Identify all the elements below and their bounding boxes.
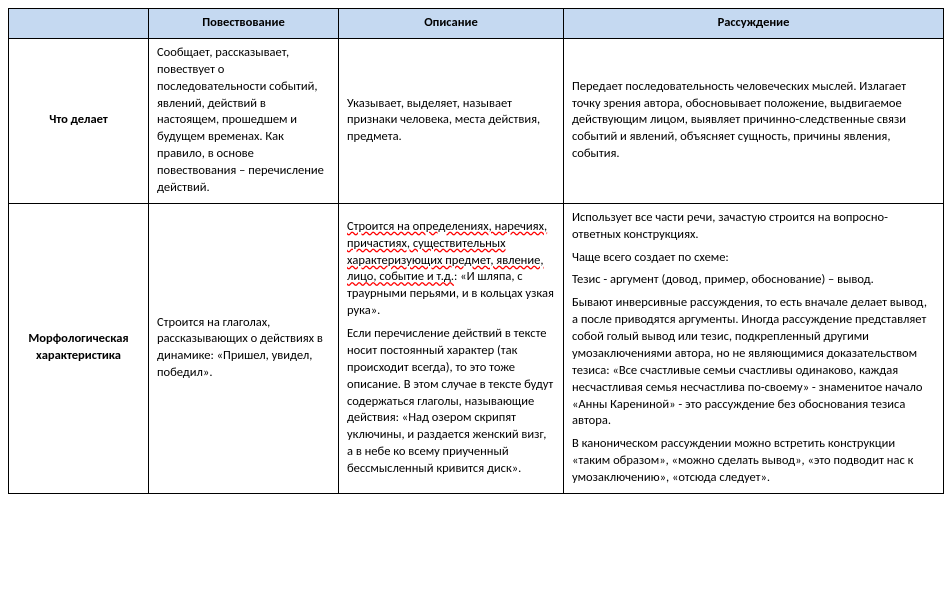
cell-reasoning-p5: В каноническом рассуждении можно встрети… (572, 436, 935, 487)
header-reasoning: Рассуждение (564, 9, 944, 39)
cell-reasoning-p4: Бывают инверсивные рассуждения, то есть … (572, 295, 935, 430)
cell-morphology-description: Строится на определениях, наречиях, прич… (339, 203, 564, 493)
header-row: Повествование Описание Рассуждение (9, 9, 944, 39)
row-label-what-does: Что делает (9, 38, 149, 203)
cell-morphology-narration: Строится на глаголах, рассказывающих о д… (149, 203, 339, 493)
cell-description-p1: Строится на определениях, наречиях, прич… (347, 219, 555, 320)
row-what-does: Что делает Сообщает, рассказывает, повес… (9, 38, 944, 203)
cell-narration-p1: Строится на глаголах, рассказывающих о д… (157, 315, 330, 383)
row-morphology: Морфологическая характеристика Строится … (9, 203, 944, 493)
cell-what-does-reasoning: Передает последовательность человеческих… (564, 38, 944, 203)
speech-types-table: Повествование Описание Рассуждение Что д… (8, 8, 944, 494)
cell-description-p2: Если перечисление действий в тексте носи… (347, 326, 555, 478)
row-label-morphology: Морфологическая характеристика (9, 203, 149, 493)
cell-what-does-description: Указывает, выделяет, называет признаки ч… (339, 38, 564, 203)
cell-reasoning-p2: Чаще всего создает по схеме: (572, 250, 935, 267)
cell-morphology-reasoning: Использует все части речи, зачастую стро… (564, 203, 944, 493)
header-blank (9, 9, 149, 39)
cell-reasoning-p1: Использует все части речи, зачастую стро… (572, 210, 935, 244)
header-description: Описание (339, 9, 564, 39)
header-narration: Повествование (149, 9, 339, 39)
cell-what-does-narration: Сообщает, рассказывает, повествует о пос… (149, 38, 339, 203)
cell-reasoning-p3: Тезис - аргумент (довод, пример, обоснов… (572, 272, 935, 289)
